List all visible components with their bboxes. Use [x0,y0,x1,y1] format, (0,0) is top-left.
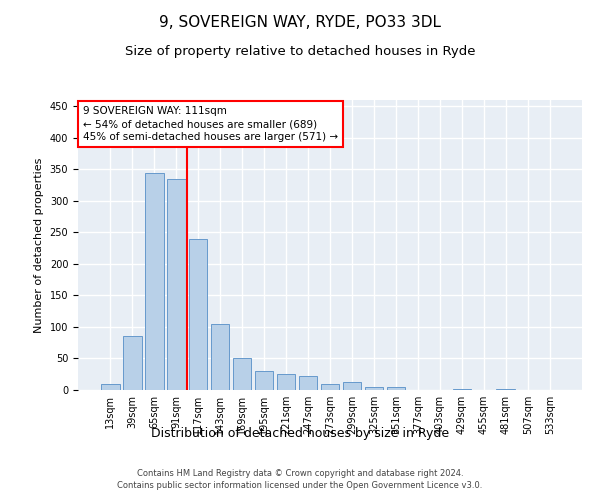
Text: Distribution of detached houses by size in Ryde: Distribution of detached houses by size … [151,428,449,440]
Bar [386,387,405,390]
Bar [101,384,119,390]
Y-axis label: Number of detached properties: Number of detached properties [34,158,44,332]
Bar [277,374,295,390]
Bar [167,179,185,390]
Bar [211,324,229,390]
Bar [299,376,317,390]
Text: Size of property relative to detached houses in Ryde: Size of property relative to detached ho… [125,45,475,58]
Bar [145,172,164,390]
Bar [189,238,208,390]
Bar [365,387,383,390]
Bar [452,388,471,390]
Text: 9, SOVEREIGN WAY, RYDE, PO33 3DL: 9, SOVEREIGN WAY, RYDE, PO33 3DL [159,15,441,30]
Bar [343,382,361,390]
Bar [233,358,251,390]
Text: Contains HM Land Registry data © Crown copyright and database right 2024.
Contai: Contains HM Land Registry data © Crown c… [118,468,482,490]
Bar [123,336,142,390]
Text: 9 SOVEREIGN WAY: 111sqm
← 54% of detached houses are smaller (689)
45% of semi-d: 9 SOVEREIGN WAY: 111sqm ← 54% of detache… [83,106,338,142]
Bar [320,384,340,390]
Bar [255,371,274,390]
